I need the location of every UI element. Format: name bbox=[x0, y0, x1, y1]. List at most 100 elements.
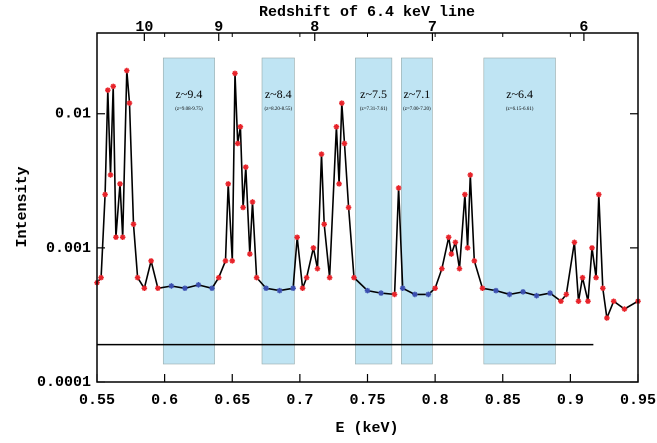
data-point bbox=[595, 191, 602, 198]
x-tick-label: 0.8 bbox=[422, 392, 449, 409]
x2-tick-label: 6 bbox=[579, 19, 588, 36]
y-axis-title: Intensity bbox=[14, 166, 31, 247]
data-point bbox=[604, 315, 610, 321]
x2-tick-label: 7 bbox=[428, 19, 437, 36]
data-point bbox=[195, 282, 202, 288]
data-point bbox=[130, 221, 137, 228]
data-point bbox=[575, 298, 582, 305]
data-point bbox=[479, 285, 486, 292]
data-point bbox=[579, 274, 586, 281]
data-point bbox=[520, 289, 526, 295]
data-point bbox=[303, 274, 310, 281]
data-point bbox=[563, 291, 570, 298]
data-point bbox=[102, 191, 108, 198]
data-point bbox=[314, 265, 321, 272]
data-point bbox=[589, 245, 595, 251]
data-point bbox=[412, 291, 418, 298]
data-point bbox=[148, 258, 154, 264]
data-point bbox=[395, 185, 402, 191]
data-point bbox=[168, 283, 175, 289]
band-label: z~9.4 bbox=[176, 87, 203, 101]
data-point bbox=[462, 191, 468, 198]
data-point bbox=[119, 234, 126, 241]
data-point bbox=[456, 265, 463, 272]
band-label: z~8.4 bbox=[265, 87, 292, 101]
data-point bbox=[448, 251, 455, 257]
band bbox=[401, 57, 433, 365]
data-point bbox=[240, 204, 246, 211]
data-point bbox=[113, 234, 119, 241]
data-point bbox=[345, 204, 352, 211]
data-point bbox=[351, 274, 357, 281]
data-point bbox=[263, 285, 269, 292]
band bbox=[261, 57, 295, 365]
data-point bbox=[209, 285, 215, 292]
data-point bbox=[105, 87, 111, 93]
y-tick-label: 0.001 bbox=[46, 240, 91, 257]
data-point bbox=[98, 274, 104, 281]
data-point bbox=[391, 291, 398, 298]
data-point bbox=[464, 245, 471, 251]
data-point bbox=[299, 285, 306, 292]
data-point bbox=[134, 274, 141, 281]
data-point bbox=[249, 199, 256, 205]
band bbox=[162, 57, 215, 365]
data-point bbox=[399, 285, 406, 292]
data-point bbox=[378, 290, 384, 296]
data-point bbox=[425, 291, 432, 298]
data-point bbox=[452, 239, 459, 246]
band-range-label: (z=7.00-7.20) bbox=[403, 107, 431, 112]
data-point bbox=[467, 172, 474, 178]
data-point bbox=[242, 164, 249, 170]
data-point bbox=[232, 70, 238, 77]
band bbox=[483, 57, 556, 365]
data-point bbox=[276, 287, 283, 294]
y-tick-label: 0.0001 bbox=[37, 374, 91, 391]
data-point bbox=[294, 234, 300, 241]
data-point bbox=[558, 298, 564, 305]
data-point bbox=[155, 285, 161, 292]
data-point bbox=[432, 285, 438, 292]
data-point bbox=[253, 274, 260, 281]
data-point bbox=[445, 234, 452, 241]
x-tick-label: 0.85 bbox=[485, 392, 521, 409]
data-point bbox=[237, 123, 244, 130]
data-point bbox=[225, 181, 231, 187]
data-point bbox=[310, 245, 317, 251]
data-point bbox=[182, 285, 188, 292]
x-tick-label: 0.75 bbox=[349, 392, 385, 409]
x-tick-label: 0.55 bbox=[79, 392, 115, 409]
data-point bbox=[321, 221, 328, 228]
data-point bbox=[126, 100, 133, 106]
data-point bbox=[364, 287, 371, 294]
data-point bbox=[621, 306, 628, 312]
data-point bbox=[571, 239, 578, 246]
data-point bbox=[610, 298, 617, 305]
data-point bbox=[247, 251, 253, 257]
band bbox=[355, 57, 393, 365]
x2-tick-label: 8 bbox=[310, 19, 319, 36]
data-point bbox=[341, 140, 348, 147]
data-point bbox=[107, 172, 114, 178]
y-tick-label: 0.01 bbox=[55, 106, 91, 123]
data-point bbox=[333, 123, 340, 130]
data-point bbox=[439, 265, 445, 272]
data-point bbox=[326, 274, 333, 281]
data-point bbox=[493, 287, 499, 294]
band-range-label: (z=6.15-6.61) bbox=[506, 107, 534, 112]
data-point bbox=[215, 274, 222, 281]
x-tick-label: 0.65 bbox=[214, 392, 250, 409]
x-axis-title: E (keV) bbox=[335, 420, 398, 437]
data-point bbox=[222, 258, 229, 264]
x-tick-label: 0.9 bbox=[557, 392, 584, 409]
data-point bbox=[234, 140, 241, 147]
data-point bbox=[593, 274, 599, 281]
band-label: z~7.5 bbox=[360, 87, 387, 101]
band-range-label: (z=7.31-7.61) bbox=[360, 107, 388, 112]
data-point bbox=[318, 151, 325, 157]
band-label: z~7.1 bbox=[403, 87, 430, 101]
x-tick-label: 0.95 bbox=[620, 392, 656, 409]
x2-tick-label: 9 bbox=[214, 19, 223, 36]
data-point bbox=[506, 291, 513, 298]
data-point bbox=[141, 285, 148, 292]
